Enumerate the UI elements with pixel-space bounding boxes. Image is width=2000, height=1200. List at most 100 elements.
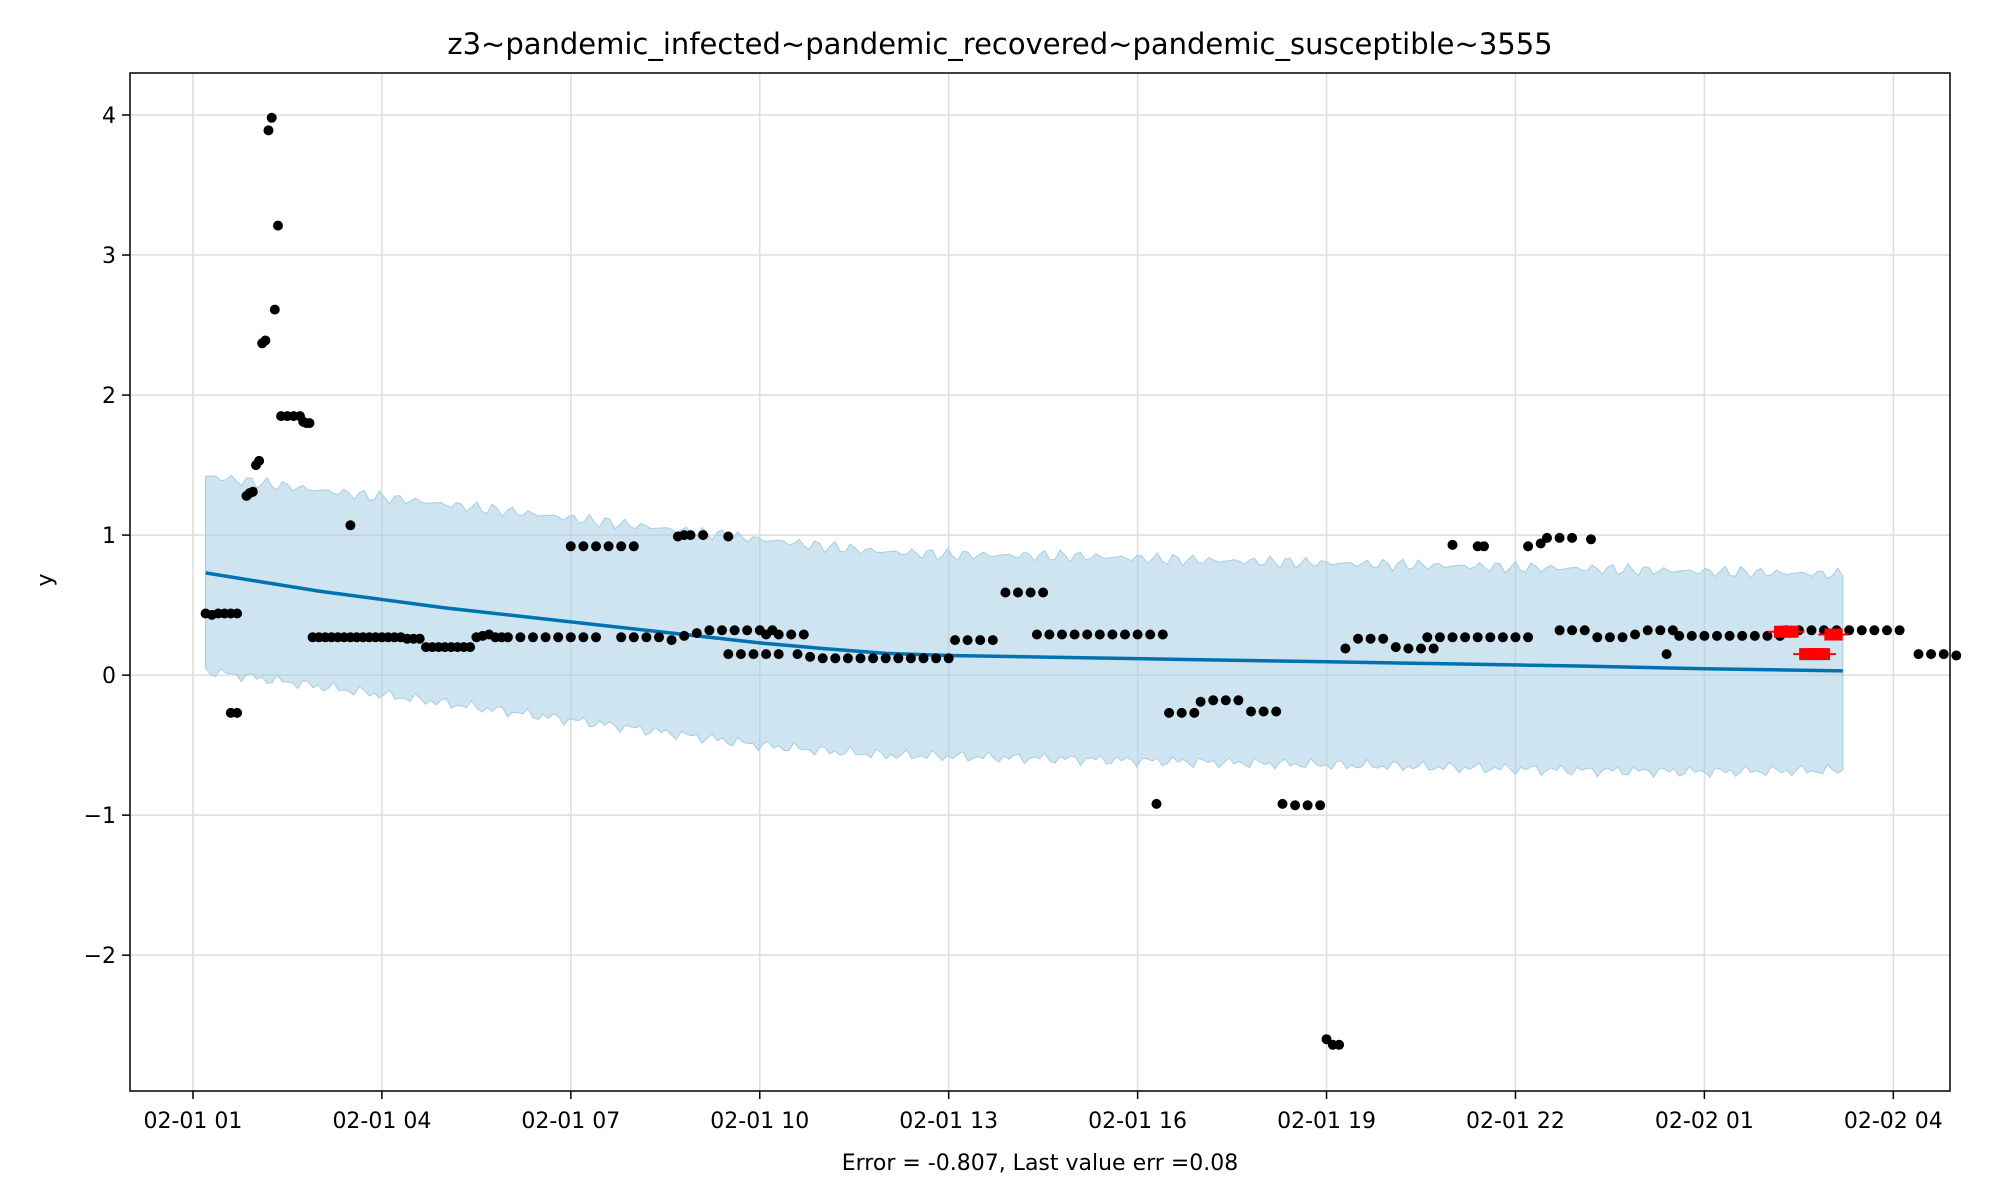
observed-point <box>260 335 271 346</box>
observed-point <box>540 632 551 643</box>
observed-point <box>1340 643 1351 654</box>
observed-point <box>603 541 614 552</box>
observed-point <box>1277 798 1288 809</box>
observed-point <box>515 632 526 643</box>
observed-point <box>553 632 564 643</box>
observed-point <box>1069 629 1080 640</box>
observed-point <box>1542 532 1552 543</box>
observed-point <box>1523 541 1534 552</box>
observed-point <box>698 530 709 541</box>
observed-point <box>1208 695 1219 706</box>
observed-point <box>1428 643 1439 654</box>
observed-point <box>628 541 639 552</box>
observed-point <box>1082 629 1093 640</box>
x-axis-ticks: 02-01 01 02-01 04 02-01 07 02-01 10 02-01 13… <box>144 1091 1943 1134</box>
y-tick-label: 0 <box>102 664 116 689</box>
observed-point <box>263 125 274 136</box>
observed-point <box>345 520 356 531</box>
observed-point <box>773 629 784 640</box>
observed-point <box>1233 695 1244 706</box>
observed-point <box>868 653 879 664</box>
observed-point <box>465 642 476 653</box>
x-tick-label: 02-01 19 <box>1277 1109 1376 1134</box>
observed-point <box>761 629 772 640</box>
observed-point <box>842 653 853 664</box>
test-point <box>1818 648 1831 661</box>
observed-point <box>1844 625 1855 636</box>
observed-point <box>591 632 601 643</box>
observed-point <box>1189 707 1200 718</box>
observed-point <box>1762 630 1773 641</box>
observed-point <box>1938 649 1949 660</box>
uncertainty-band-area <box>205 474 1844 779</box>
observed-point <box>1737 630 1748 641</box>
observed-point <box>1195 696 1206 707</box>
observed-point <box>1378 633 1389 644</box>
observed-point <box>1157 629 1168 640</box>
observed-point <box>616 632 627 643</box>
chart-title: z3~pandemic_infected~pandemic_recovered~… <box>447 27 1552 61</box>
observed-point <box>717 625 727 636</box>
observed-point <box>1390 642 1401 653</box>
observed-point <box>565 541 576 552</box>
observed-point <box>1447 539 1458 550</box>
observed-point <box>1894 625 1905 636</box>
observed-point <box>1926 649 1937 660</box>
observed-point <box>735 649 746 660</box>
test-point <box>1830 628 1843 641</box>
observed-point <box>880 653 891 664</box>
observed-point <box>232 608 243 619</box>
observed-point <box>748 649 759 660</box>
observed-point <box>1674 630 1685 641</box>
x-tick-label: 02-01 16 <box>1088 1109 1187 1134</box>
observed-point <box>1013 587 1023 598</box>
observed-point <box>1460 632 1471 643</box>
observed-point <box>1856 625 1867 636</box>
observed-point <box>723 531 734 542</box>
observed-point <box>1567 532 1578 543</box>
observed-point <box>1567 625 1578 636</box>
observed-point <box>1290 800 1301 811</box>
y-tick-label: −1 <box>84 804 116 829</box>
observed-point <box>502 632 513 643</box>
observed-point <box>273 220 283 231</box>
observed-point <box>1416 643 1426 654</box>
observed-point <box>1479 541 1489 552</box>
observed-point <box>1302 800 1313 811</box>
observed-point <box>1586 534 1596 545</box>
observed-point <box>805 651 816 662</box>
observed-point <box>943 653 954 664</box>
observed-point <box>565 632 576 643</box>
observed-points <box>200 112 1962 1050</box>
observed-point <box>1164 707 1175 718</box>
observed-point <box>1422 632 1433 643</box>
observed-point <box>817 653 828 664</box>
observed-point <box>786 629 797 640</box>
observed-point <box>1617 632 1628 643</box>
observed-point <box>269 304 280 315</box>
observed-point <box>1315 800 1326 811</box>
y-tick-label: 4 <box>102 104 116 129</box>
observed-point <box>414 633 425 644</box>
observed-point <box>578 541 589 552</box>
observed-point <box>1951 650 1962 661</box>
observed-point <box>773 649 784 660</box>
observed-point <box>1220 695 1231 706</box>
observed-point <box>1913 649 1924 660</box>
observed-point <box>628 632 639 643</box>
observed-point <box>1554 532 1565 543</box>
observed-point <box>1107 629 1118 640</box>
y-axis-ticks: −2 −1 0 1 2 3 4 <box>84 104 130 969</box>
observed-point <box>1025 587 1036 598</box>
observed-point <box>654 632 664 643</box>
observed-point <box>1749 630 1760 641</box>
observed-point <box>641 632 652 643</box>
observed-point <box>1176 707 1187 718</box>
observed-point <box>1712 630 1722 641</box>
plot-frame <box>129 72 1951 1092</box>
observed-point <box>1630 629 1641 640</box>
observed-point <box>1403 643 1414 654</box>
observed-point <box>1044 629 1055 640</box>
observed-point <box>266 112 277 123</box>
